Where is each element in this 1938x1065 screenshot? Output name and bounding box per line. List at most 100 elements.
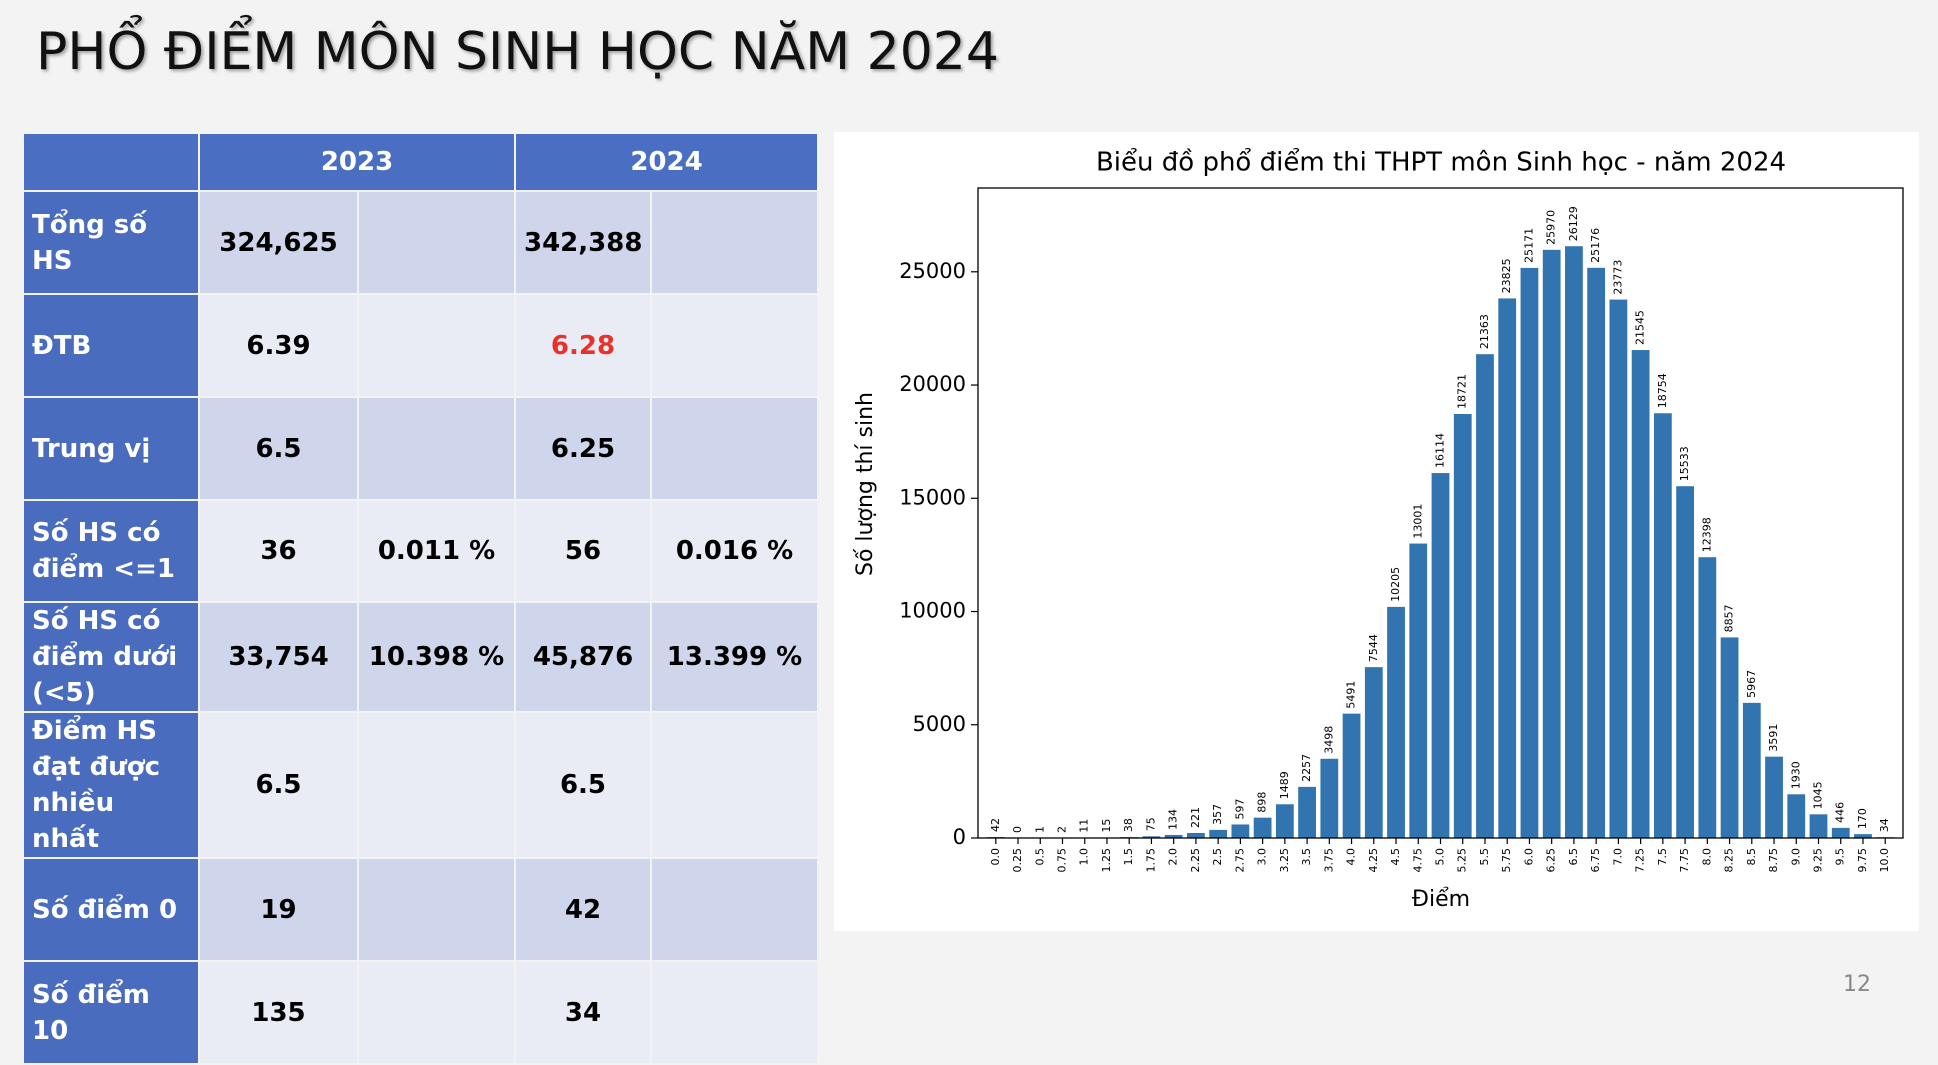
table-cell — [652, 192, 817, 293]
table-cell — [652, 962, 817, 1063]
bar — [1454, 414, 1472, 838]
table-cell — [652, 859, 817, 960]
bar — [1387, 607, 1405, 838]
data-label: 170 — [1856, 808, 1869, 829]
data-label: 5491 — [1345, 681, 1358, 709]
table-cell: 0.016 % — [652, 501, 817, 601]
data-label: 1930 — [1789, 761, 1802, 789]
x-tick-label: 8.5 — [1745, 848, 1758, 866]
x-tick-label: 9.5 — [1834, 848, 1847, 866]
table-cell — [359, 962, 514, 1063]
data-label: 1045 — [1812, 781, 1825, 809]
data-label: 42 — [989, 818, 1002, 832]
data-label: 8857 — [1723, 604, 1736, 632]
x-tick-label: 1.0 — [1078, 848, 1091, 866]
slide-title: PHỔ ĐIỂM MÔN SINH HỌC NĂM 2024 — [36, 22, 999, 82]
table-cell — [652, 295, 817, 396]
table-cell: 56 — [516, 501, 650, 601]
chart-title: Biểu đồ phổ điểm thi THPT môn Sinh học -… — [1096, 147, 1786, 178]
data-label: 15 — [1100, 819, 1113, 833]
x-tick-label: 0.25 — [1011, 848, 1024, 873]
table-cell: 42 — [516, 859, 650, 960]
bar — [1609, 300, 1627, 838]
bar — [1231, 824, 1249, 838]
row-label: Số HS có điểm dưới (<5) — [24, 603, 198, 711]
x-tick-label: 10.0 — [1878, 848, 1891, 873]
bar — [1787, 794, 1805, 838]
y-tick-label: 25000 — [899, 259, 966, 283]
x-tick-label: 7.75 — [1678, 848, 1691, 873]
table-cell: 45,876 — [516, 603, 650, 711]
table-cell — [359, 398, 514, 499]
x-tick-label: 7.5 — [1656, 848, 1669, 866]
x-tick-label: 4.5 — [1389, 848, 1402, 866]
bar — [1721, 637, 1739, 838]
table-cell: 10.398 % — [359, 603, 514, 711]
data-label: 13001 — [1411, 504, 1424, 539]
data-label: 5967 — [1745, 670, 1758, 698]
table-cell: 6.28 — [516, 295, 650, 396]
x-tick-label: 3.0 — [1256, 848, 1269, 866]
table-cell — [652, 713, 817, 857]
x-tick-label: 5.0 — [1434, 848, 1447, 866]
row-label: Trung vị — [24, 398, 198, 499]
table-cell — [359, 859, 514, 960]
bar — [1521, 268, 1539, 838]
bar — [1320, 759, 1338, 838]
bar — [1543, 250, 1561, 838]
x-tick-label: 9.25 — [1812, 848, 1825, 873]
table-cell: 6.5 — [516, 713, 650, 857]
page-number: 12 — [1843, 972, 1871, 997]
bar — [1810, 814, 1828, 838]
x-tick-label: 7.25 — [1634, 848, 1647, 873]
x-tick-label: 8.75 — [1767, 848, 1780, 873]
x-tick-label: 2.0 — [1167, 848, 1180, 866]
row-label: Số điểm 0 — [24, 859, 198, 960]
bar — [1587, 268, 1605, 838]
data-label: 15533 — [1678, 446, 1691, 481]
data-label: 357 — [1211, 804, 1224, 825]
slide: {"title": "PHỔ ĐIỂM MÔN SINH HỌC NĂM 202… — [0, 0, 1938, 1042]
x-tick-label: 0.5 — [1033, 848, 1046, 866]
x-tick-label: 9.0 — [1789, 848, 1802, 866]
bar — [1298, 787, 1316, 838]
data-label: 10205 — [1389, 567, 1402, 602]
x-tick-label: 7.0 — [1611, 848, 1624, 866]
x-tick-label: 3.5 — [1300, 848, 1313, 866]
table-cell — [652, 398, 817, 499]
table-cell: 0.011 % — [359, 501, 514, 601]
data-label: 2 — [1055, 826, 1068, 833]
x-tick-label: 9.75 — [1856, 848, 1869, 873]
table-cell: 6.5 — [200, 713, 357, 857]
bar — [1765, 757, 1783, 838]
x-axis-label: Điểm — [1412, 887, 1470, 912]
bar — [1565, 246, 1583, 838]
table-cell — [359, 713, 514, 857]
bar — [1632, 350, 1650, 838]
x-tick-label: 8.0 — [1700, 848, 1713, 866]
data-label: 7544 — [1367, 634, 1380, 662]
x-tick-label: 2.25 — [1189, 848, 1202, 873]
data-label: 25970 — [1545, 210, 1558, 245]
y-tick-label: 15000 — [899, 485, 966, 509]
bar — [1498, 298, 1516, 838]
data-label: 23825 — [1500, 258, 1513, 293]
x-tick-label: 6.75 — [1589, 848, 1602, 873]
x-tick-label: 1.25 — [1100, 848, 1113, 873]
x-tick-label: 6.5 — [1567, 848, 1580, 866]
table-cell: 342,388 — [516, 192, 650, 293]
chart: Biểu đồ phổ điểm thi THPT môn Sinh học -… — [834, 132, 1919, 931]
bar — [1476, 354, 1494, 838]
data-label: 446 — [1834, 802, 1847, 823]
bar — [1832, 828, 1850, 838]
table-cell: 36 — [200, 501, 357, 601]
y-tick-label: 5000 — [913, 712, 966, 736]
table-cell: 135 — [200, 962, 357, 1063]
data-label: 134 — [1167, 809, 1180, 830]
bar — [1409, 544, 1427, 838]
